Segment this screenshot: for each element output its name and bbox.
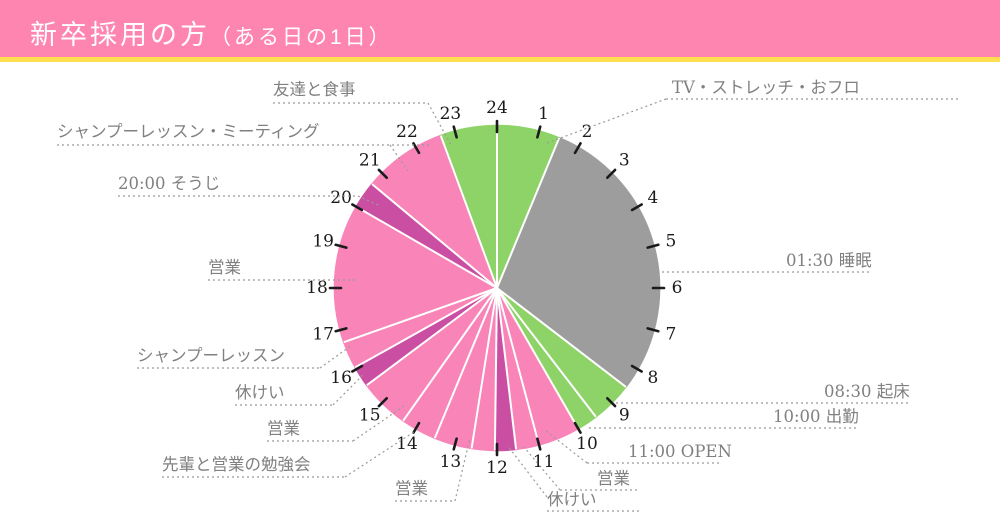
hour-number: 15 [359,405,381,425]
wedge-divider [343,287,498,344]
hour-number: 14 [396,434,418,454]
segment-label: シャンプーレッスン [137,346,285,365]
label-leader-line [389,144,409,172]
segment-label: 営業 [208,258,241,277]
wedge-divider [470,287,498,449]
hour-tick [452,125,458,139]
page-title: 新卒採用の方（ある日の1日） [30,13,393,52]
hour-tick [646,327,660,333]
hour-number: 23 [440,104,462,124]
hour-tick [334,327,348,333]
hour-number: 10 [576,434,598,454]
segment-label: 友達と食事 [273,80,356,99]
hour-number: 3 [619,151,630,171]
hour-number: 9 [619,405,630,425]
hour-number: 2 [582,122,593,142]
hour-tick [377,397,388,408]
hour-number: 12 [486,458,508,478]
hour-number: 22 [396,122,418,142]
hour-number: 24 [486,98,508,118]
hour-number: 11 [533,452,555,472]
hour-number: 21 [359,151,381,171]
hour-tick [606,397,617,408]
hour-number: 4 [647,188,658,208]
wedge-divider [496,287,627,388]
hour-tick [573,421,582,434]
hour-tick [573,142,582,155]
wedge-divider [366,287,498,387]
wedge-divider [496,287,518,450]
segment-label: 10:00 出勤 [773,407,859,426]
page-header: 新卒採用の方（ある日の1日） [0,0,1000,62]
hour-tick [351,203,364,212]
segment-label: 20:00 そうじ [118,174,220,193]
segment-label: 休けい [235,383,285,402]
hour-tick [412,142,421,155]
segment-label: 先輩と営業の勉強会 [162,455,311,474]
label-leader-line [546,98,667,144]
wedge-divider [496,287,597,418]
wedge-divider [354,287,498,369]
segment-label: 休けい [547,490,597,509]
hour-tick [536,437,542,451]
segment-label: 営業 [267,419,300,438]
wedge-divider [496,287,580,430]
segment-label: 08:30 起床 [824,382,910,401]
hour-number: 17 [312,325,334,345]
wedge-divider [496,287,541,446]
hour-number: 20 [330,188,352,208]
wedge-divider [493,287,498,451]
wedge-divider [371,183,498,289]
hour-number: 5 [665,231,676,251]
label-leader-line [319,344,353,369]
hour-tick [452,437,458,451]
hour-number: 19 [312,231,334,251]
segment-label: 01:30 睡眠 [786,251,872,270]
segment-label: TV・ストレッチ・おフロ [672,78,860,97]
segment-label: シャンプーレッスン・ミーティング [57,122,320,141]
hour-tick [412,421,421,434]
wedge-営業 [333,206,498,343]
page-title-main: 新卒採用の方 [30,20,210,50]
wedge-シャンプーレッスン・ミーティング [371,134,498,289]
page-title-sub: （ある日の1日） [210,26,393,49]
label-leader-line [506,444,548,498]
hour-number: 6 [672,278,683,298]
hour-tick [334,243,348,249]
label-leader-line [357,195,381,207]
segment-label: 11:00 OPEN [628,442,732,461]
segment-label: 営業 [395,479,428,498]
label-leader-line [545,430,588,464]
hour-tick [646,243,660,249]
wedge-divider [402,287,498,422]
hour-tick [630,364,643,373]
hour-tick [630,203,643,212]
wedge-divider [439,135,498,289]
wedge-divider [433,287,498,439]
hour-number: 8 [647,368,658,388]
wedge-divider [355,205,498,289]
segment-label: 営業 [597,469,630,488]
label-leader-line [523,446,561,491]
label-leader-line [454,437,471,502]
label-leader-line [352,405,405,442]
hour-tick [536,125,542,139]
hour-tick [606,168,617,179]
hour-number: 18 [306,278,328,298]
hour-number: 13 [440,452,462,472]
hour-number: 16 [330,368,352,388]
wedge-divider [496,137,561,289]
hour-tick [351,364,364,373]
hour-number: 7 [665,325,676,345]
header-background [0,0,1000,57]
hour-number: 1 [538,104,549,124]
hour-tick [377,168,388,179]
label-leader-line [332,373,365,406]
